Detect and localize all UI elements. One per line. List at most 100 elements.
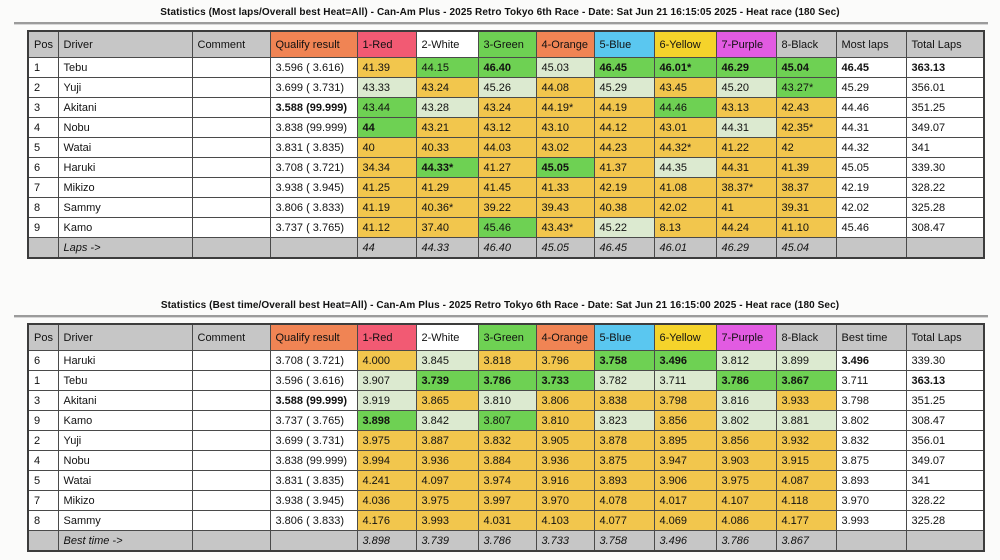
- qualify-cell: 3.737 ( 3.765): [269, 410, 358, 431]
- total-laps-cell: 339.30: [905, 350, 985, 371]
- pos-cell: 6: [27, 350, 59, 371]
- lane-result-cell: 3.893: [593, 470, 655, 491]
- summary-blank-cell: [191, 530, 271, 552]
- lane-result-cell: 45.20: [715, 77, 777, 98]
- driver-row: 9 Kamo 3.737 ( 3.765) 41.12 37.40 45.46 43.43*…: [27, 217, 985, 238]
- qualify-cell: 3.806 ( 3.833): [269, 197, 358, 218]
- total-laps-cell: 339.30: [905, 157, 985, 178]
- summary-value-cell: 44: [356, 237, 417, 259]
- lane-result-cell: 43.44: [356, 97, 417, 118]
- col-header-most-laps: Most laps: [835, 30, 907, 58]
- driver-row: 7 Mikizo 3.938 ( 3.945) 4.036 3.975 3.997 3.97…: [27, 490, 985, 511]
- summary-blank-cell: [269, 530, 358, 552]
- summary-blank-cell: [191, 237, 271, 259]
- lane-result-cell: 3.733: [535, 370, 595, 391]
- total-laps-cell: 351.25: [905, 97, 985, 118]
- lane-result-cell: 40.36*: [415, 197, 479, 218]
- driver-row: 6 Haruki 3.708 ( 3.721) 34.34 44.33* 41.27 45.…: [27, 157, 985, 178]
- result-cell: 3.875: [835, 450, 907, 471]
- lane-result-cell: 3.802: [715, 410, 777, 431]
- lane-result-cell: 44.08: [535, 77, 595, 98]
- lane-result-cell: 3.786: [477, 370, 537, 391]
- lane-result-cell: 3.903: [715, 450, 777, 471]
- pos-cell: 4: [27, 117, 59, 138]
- lane-result-cell: 41.39: [356, 57, 417, 78]
- driver-row: 3 Akitani 3.588 (99.999) 43.44 43.28 43.24 44.…: [27, 97, 985, 118]
- col-header-4-orange: 4-Orange: [535, 323, 595, 351]
- total-laps-cell: 308.47: [905, 217, 985, 238]
- lane-result-cell: 3.845: [415, 350, 479, 371]
- comment-cell: [191, 430, 271, 451]
- col-header-qualify-result: Qualify result: [269, 30, 358, 58]
- lane-result-cell: 3.936: [535, 450, 595, 471]
- lane-result-cell: 3.806: [535, 390, 595, 411]
- lane-result-cell: 42.35*: [775, 117, 837, 138]
- lane-result-cell: 39.43: [535, 197, 595, 218]
- lane-result-cell: 45.05: [535, 157, 595, 178]
- driver-cell: Watai: [57, 470, 193, 491]
- lane-result-cell: 3.881: [775, 410, 837, 431]
- driver-cell: Nobu: [57, 117, 193, 138]
- comment-cell: [191, 117, 271, 138]
- comment-cell: [191, 97, 271, 118]
- lane-result-cell: 45.04: [775, 57, 837, 78]
- col-header-8-black: 8-Black: [775, 30, 837, 58]
- driver-cell: Yuji: [57, 430, 193, 451]
- summary-label-cell: Laps ->: [57, 237, 193, 259]
- pos-cell: 5: [27, 137, 59, 158]
- driver-cell: Akitani: [57, 390, 193, 411]
- col-header-total-laps: Total Laps: [905, 323, 985, 351]
- lane-result-cell: 3.810: [477, 390, 537, 411]
- lane-result-cell: 40.33: [415, 137, 479, 158]
- lane-result-cell: 4.086: [715, 510, 777, 531]
- comment-cell: [191, 450, 271, 471]
- lane-result-cell: 44.19*: [535, 97, 595, 118]
- lane-result-cell: 44.33*: [415, 157, 479, 178]
- lane-result-cell: 3.711: [653, 370, 717, 391]
- lane-result-cell: 3.838: [593, 390, 655, 411]
- summary-blank-cell: [835, 530, 907, 552]
- lane-result-cell: 38.37: [775, 177, 837, 198]
- lane-result-cell: 41: [715, 197, 777, 218]
- qualify-cell: 3.596 ( 3.616): [269, 370, 358, 391]
- lane-result-cell: 42: [775, 137, 837, 158]
- summary-blank-cell: [269, 237, 358, 259]
- result-cell: 42.02: [835, 197, 907, 218]
- lane-result-cell: 3.898: [356, 410, 417, 431]
- lane-result-cell: 40.38: [593, 197, 655, 218]
- driver-cell: Mikizo: [57, 177, 193, 198]
- lane-result-cell: 3.796: [535, 350, 595, 371]
- lane-result-cell: 45.26: [477, 77, 537, 98]
- lane-result-cell: 4.241: [356, 470, 417, 491]
- driver-cell: Tebu: [57, 370, 193, 391]
- driver-row: 1 Tebu 3.596 ( 3.616) 3.907 3.739 3.786 3.733 3…: [27, 370, 985, 391]
- driver-cell: Haruki: [57, 350, 193, 371]
- total-laps-cell: 341: [905, 137, 985, 158]
- lane-result-cell: 3.739: [415, 370, 479, 391]
- lane-result-cell: 3.899: [775, 350, 837, 371]
- summary-blank-cell: [27, 530, 59, 552]
- col-header-3-green: 3-Green: [477, 323, 537, 351]
- qualify-cell: 3.938 ( 3.945): [269, 490, 358, 511]
- lane-result-cell: 3.865: [415, 390, 479, 411]
- driver-cell: Kamo: [57, 410, 193, 431]
- qualify-cell: 3.806 ( 3.833): [269, 510, 358, 531]
- lane-result-cell: 3.970: [535, 490, 595, 511]
- col-header-best-time: Best time: [835, 323, 907, 351]
- summary-value-cell: 3.733: [535, 530, 595, 552]
- most-laps-title: Statistics (Most laps/Overall best Heat=…: [160, 7, 840, 18]
- lane-result-cell: 3.915: [775, 450, 837, 471]
- lane-result-cell: 41.29: [415, 177, 479, 198]
- summary-value-cell: 45.04: [775, 237, 837, 259]
- qualify-cell: 3.838 (99.999): [269, 450, 358, 471]
- summary-blank-cell: [27, 237, 59, 259]
- lane-result-cell: 41.33: [535, 177, 595, 198]
- lane-result-cell: 4.000: [356, 350, 417, 371]
- col-header-2-white: 2-White: [415, 30, 479, 58]
- lane-result-cell: 44.03: [477, 137, 537, 158]
- lane-result-cell: 41.08: [653, 177, 717, 198]
- lane-result-cell: 3.816: [715, 390, 777, 411]
- lane-result-cell: 42.19: [593, 177, 655, 198]
- qualify-cell: 3.838 (99.999): [269, 117, 358, 138]
